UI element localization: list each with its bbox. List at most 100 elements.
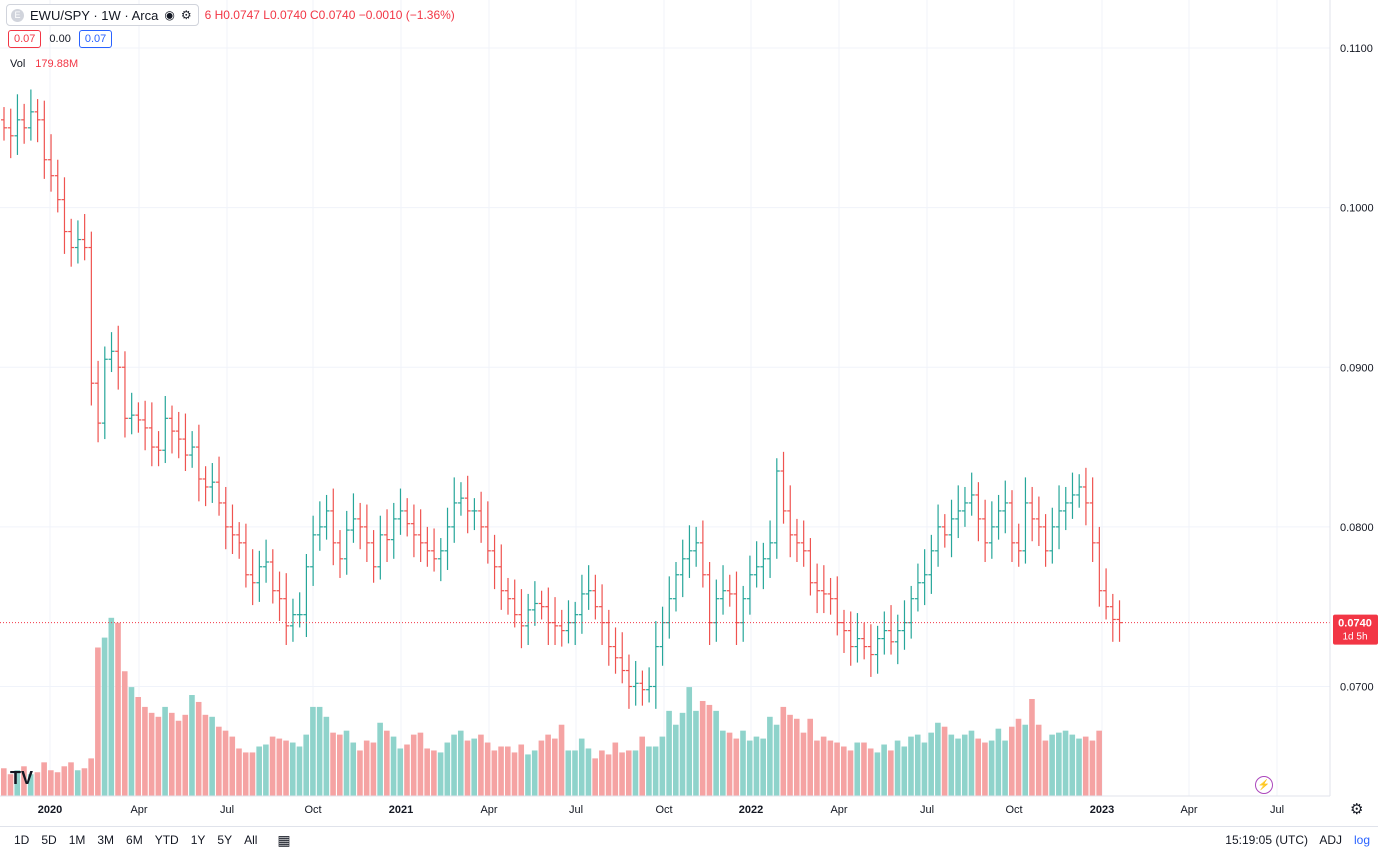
volume-bar xyxy=(61,766,68,796)
timeframe-3m[interactable]: 3M xyxy=(97,833,115,847)
volume-bar xyxy=(1022,724,1029,796)
volume-bar xyxy=(222,730,229,796)
volume-bar xyxy=(881,744,887,796)
volume-bar xyxy=(1042,740,1049,796)
volume-bar xyxy=(861,742,867,796)
volume-bar xyxy=(155,716,162,796)
volume-bar xyxy=(639,736,645,796)
volume-bar xyxy=(249,752,256,796)
timeframe-5d[interactable]: 5D xyxy=(41,833,57,847)
volume-bar xyxy=(746,740,753,796)
volume-bar xyxy=(478,734,484,796)
volume-bar xyxy=(968,730,975,796)
volume-bar xyxy=(767,716,773,796)
volume-bar xyxy=(1056,732,1062,796)
volume-bar xyxy=(982,742,988,796)
volume-bar xyxy=(303,734,309,796)
volume-bar xyxy=(545,734,551,796)
volume-bar xyxy=(424,748,430,796)
timeframe-5y[interactable]: 5Y xyxy=(217,833,233,847)
volume-bar xyxy=(921,742,928,796)
volume-bar xyxy=(330,732,336,796)
volume-bar xyxy=(558,724,565,796)
volume-bar xyxy=(901,746,908,796)
volume-bar xyxy=(1049,734,1055,796)
chart-settings-icon[interactable]: ⚙ xyxy=(1350,801,1364,818)
volume-bar xyxy=(888,750,894,796)
volume-bar xyxy=(323,716,330,796)
calendar-icon[interactable]: ▦ xyxy=(277,831,291,848)
volume-bar xyxy=(793,718,800,796)
volume-bar xyxy=(175,720,182,796)
timeframe-6m[interactable]: 6M xyxy=(126,833,143,847)
volume-bar xyxy=(484,742,491,796)
volume-bar xyxy=(337,734,343,796)
volume-bar xyxy=(115,622,121,796)
gear-icon[interactable]: ⚙ xyxy=(180,8,192,22)
volume-bar xyxy=(592,758,598,796)
volume-bar xyxy=(914,734,921,796)
timeframe-1y[interactable]: 1Y xyxy=(190,833,206,847)
volume-bar xyxy=(256,746,262,796)
volume-bar xyxy=(464,740,471,796)
tradingview-logo-icon[interactable]: TV xyxy=(10,768,34,788)
volume-bar xyxy=(363,740,370,796)
bar-countdown: 1d 5h xyxy=(1342,632,1367,643)
bid-badge[interactable]: 0.07 xyxy=(8,30,42,48)
volume-bar xyxy=(1009,726,1015,796)
spread-value: 0.00 xyxy=(49,33,71,45)
price-chart[interactable]: 0.0740 1d 5h 0.1100 0.1000 0.0900 0.0800 0.07… xyxy=(0,0,1378,826)
volume-bar xyxy=(437,752,444,796)
y-tick-label: 0.1100 xyxy=(1340,43,1373,55)
x-tick-label: Oct xyxy=(655,804,672,816)
timeframe-ytd[interactable]: YTD xyxy=(154,833,179,847)
volume-bar xyxy=(142,706,148,796)
x-tick-label: Jul xyxy=(1270,804,1284,816)
x-tick-label: Apr xyxy=(480,804,497,816)
volume-bar xyxy=(928,732,934,796)
y-tick-label: 0.0800 xyxy=(1340,522,1374,534)
volume-bar xyxy=(699,700,706,796)
last-price-line: 0.0740 1d 5h xyxy=(0,614,1378,645)
adj-toggle[interactable]: ADJ xyxy=(1319,833,1342,847)
volume-bar xyxy=(88,758,94,796)
volume-bar xyxy=(673,724,679,796)
volume-bar xyxy=(451,734,457,796)
symbol-selector[interactable]: E EWU/SPY · 1W · Arca ◉ ⚙ xyxy=(6,4,199,26)
volume-bar xyxy=(585,748,592,796)
eye-icon[interactable]: ◉ xyxy=(164,8,175,22)
timeframe-1m[interactable]: 1M xyxy=(68,833,86,847)
exchange-logo-icon: E xyxy=(11,8,24,22)
x-tick-label: 2021 xyxy=(389,804,413,816)
volume-bar xyxy=(605,754,612,796)
volume-bar xyxy=(135,697,141,796)
lightning-icon[interactable]: ⚡ xyxy=(1255,776,1273,794)
last-price-tag xyxy=(1333,614,1378,645)
volume-bar xyxy=(1015,718,1022,796)
volume-bar xyxy=(68,762,74,796)
volume-bar xyxy=(807,718,813,796)
ask-badge[interactable]: 0.07 xyxy=(78,30,113,48)
y-axis: 0.1100 0.1000 0.0900 0.0800 0.0700 xyxy=(1329,0,1374,796)
volume-bar xyxy=(14,770,21,796)
x-tick-label: 2020 xyxy=(38,804,62,816)
volume-bar xyxy=(101,637,108,796)
timeframe-all[interactable]: All xyxy=(244,833,258,847)
volume-bar xyxy=(1096,730,1102,796)
ohlc-values: 6 H0.0747 L0.0740 C0.0740 −0.0010 (−1.36… xyxy=(204,8,455,22)
log-toggle[interactable]: log xyxy=(1353,833,1370,847)
volume-bar xyxy=(948,734,955,796)
volume-bar xyxy=(310,706,316,796)
volume-bar xyxy=(619,752,625,796)
volume-bar xyxy=(1069,734,1076,796)
timeframe-1d[interactable]: 1D xyxy=(14,833,30,847)
clock[interactable]: 15:19:05 (UTC) xyxy=(1225,833,1308,847)
volume-bar xyxy=(7,774,14,796)
volume-bar xyxy=(370,742,377,796)
volume-bar xyxy=(625,750,632,796)
volume-bar xyxy=(410,734,417,796)
volume-bar xyxy=(867,748,874,796)
volume-bar xyxy=(854,742,861,796)
volume-bar xyxy=(834,742,840,796)
volume-bar xyxy=(578,738,585,796)
